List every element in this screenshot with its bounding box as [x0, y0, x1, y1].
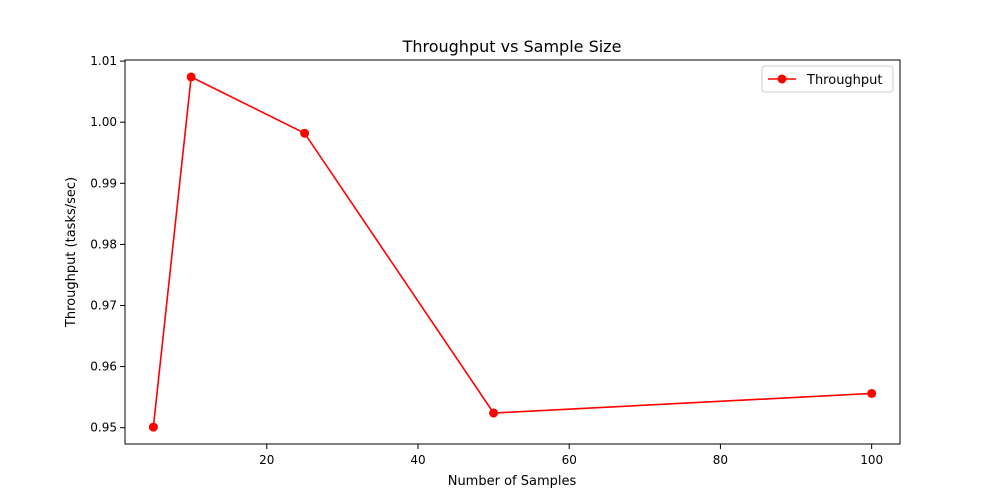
x-axis: 20 40 60 80 100 — [259, 444, 883, 467]
plot-area — [148, 72, 877, 432]
y-tick-label: 1.00 — [90, 115, 117, 129]
x-tick-label: 100 — [860, 453, 883, 467]
y-tick-label: 0.97 — [90, 298, 117, 312]
data-point — [148, 422, 158, 432]
legend: Throughput — [761, 65, 894, 93]
series-line-throughput — [152, 75, 872, 428]
data-point — [186, 72, 196, 82]
x-axis-label: Number of Samples — [448, 474, 577, 489]
y-axis-label: Throughput (tasks/sec) — [64, 177, 79, 328]
legend-marker-sample — [777, 74, 787, 84]
y-tick-label: 0.99 — [90, 176, 117, 190]
x-tick-label: 20 — [259, 453, 274, 467]
chart-title: Throughput vs Sample Size — [402, 37, 622, 56]
y-tick-label: 0.98 — [90, 237, 117, 251]
y-tick-label: 0.95 — [90, 421, 117, 435]
data-point — [867, 388, 877, 398]
data-point — [300, 128, 310, 138]
x-tick-label: 40 — [410, 453, 425, 467]
y-axis: 0.95 0.96 0.97 0.98 0.99 1.00 1.01 — [90, 54, 125, 435]
x-tick-label: 80 — [713, 453, 728, 467]
data-point — [489, 408, 499, 418]
legend-box — [761, 65, 894, 93]
y-tick-label: 1.01 — [90, 54, 117, 68]
legend-label: Throughput — [806, 73, 883, 88]
y-tick-label: 0.96 — [90, 360, 117, 374]
x-tick-label: 60 — [562, 453, 577, 467]
plot-frame — [124, 59, 901, 445]
